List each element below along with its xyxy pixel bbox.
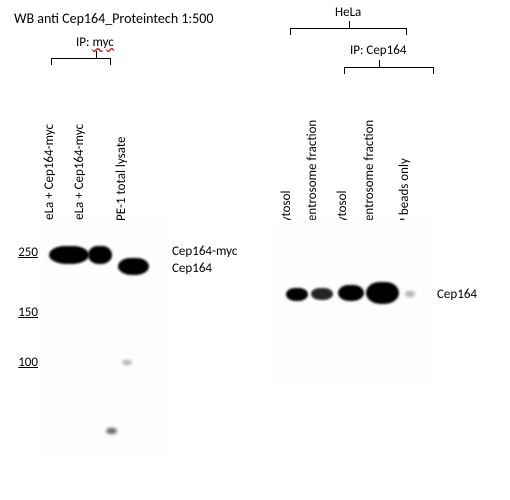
- r-band-1: [286, 288, 308, 301]
- right-top-bracket-h: [290, 28, 407, 29]
- right-ip-bracket-tick-l: [344, 67, 345, 74]
- left-ip-bracket-center: [96, 51, 97, 58]
- mw-100: 100: [10, 355, 38, 370]
- right-lane-2: Centrosome fraction: [305, 120, 320, 228]
- left-lane-3: RPE-1 total lysate: [114, 136, 129, 228]
- left-blot: [44, 220, 169, 455]
- ip-prefix: IP:: [76, 35, 89, 50]
- band-lane1-main: [49, 246, 89, 264]
- right-ip-bracket-tick-r: [433, 67, 434, 74]
- left-bandlabel-1: Cep164-myc: [172, 244, 237, 259]
- left-ip-bracket-tick-l: [51, 58, 52, 65]
- right-top-bracket-center: [349, 21, 350, 28]
- band-lane3-main: [118, 258, 149, 275]
- right-ip-bracket-center: [379, 60, 380, 67]
- right-ip-bracket-h: [344, 67, 434, 68]
- r-band-3: [338, 285, 364, 301]
- left-ip-bracket-tick-r: [110, 58, 111, 65]
- right-ip-label: IP: Cep164: [350, 43, 406, 58]
- right-blot: [278, 220, 433, 385]
- left-lane-2: HeLa + Cep164-myc: [72, 124, 87, 228]
- band-faint-1: [122, 360, 132, 365]
- right-bandlabel: Cep164: [437, 287, 477, 302]
- band-faint-2: [106, 428, 117, 434]
- right-lane-5: IP beads only: [397, 158, 412, 228]
- ip-target: myc: [92, 35, 113, 50]
- mw-150: 150: [10, 305, 38, 320]
- right-top-bracket-tick-l: [290, 28, 291, 35]
- mw-250: 250: [10, 245, 38, 260]
- wb-title: WB anti Cep164_Proteintech 1:500: [14, 10, 213, 27]
- right-top-bracket-tick-r: [406, 28, 407, 35]
- left-ip-bracket-top: [51, 58, 111, 59]
- r-band-5: [405, 291, 415, 297]
- right-top-label: HeLa: [335, 5, 361, 20]
- r-band-4: [366, 282, 399, 304]
- r-band-2: [311, 288, 333, 300]
- right-lane-4: Centrosome fraction: [362, 120, 377, 228]
- left-ip-label: IP: myc: [76, 35, 114, 50]
- band-lane2-main: [88, 246, 112, 264]
- left-bandlabel-2: Cep164: [172, 261, 212, 276]
- left-lane-1: HeLa + Cep164-myc: [42, 124, 57, 228]
